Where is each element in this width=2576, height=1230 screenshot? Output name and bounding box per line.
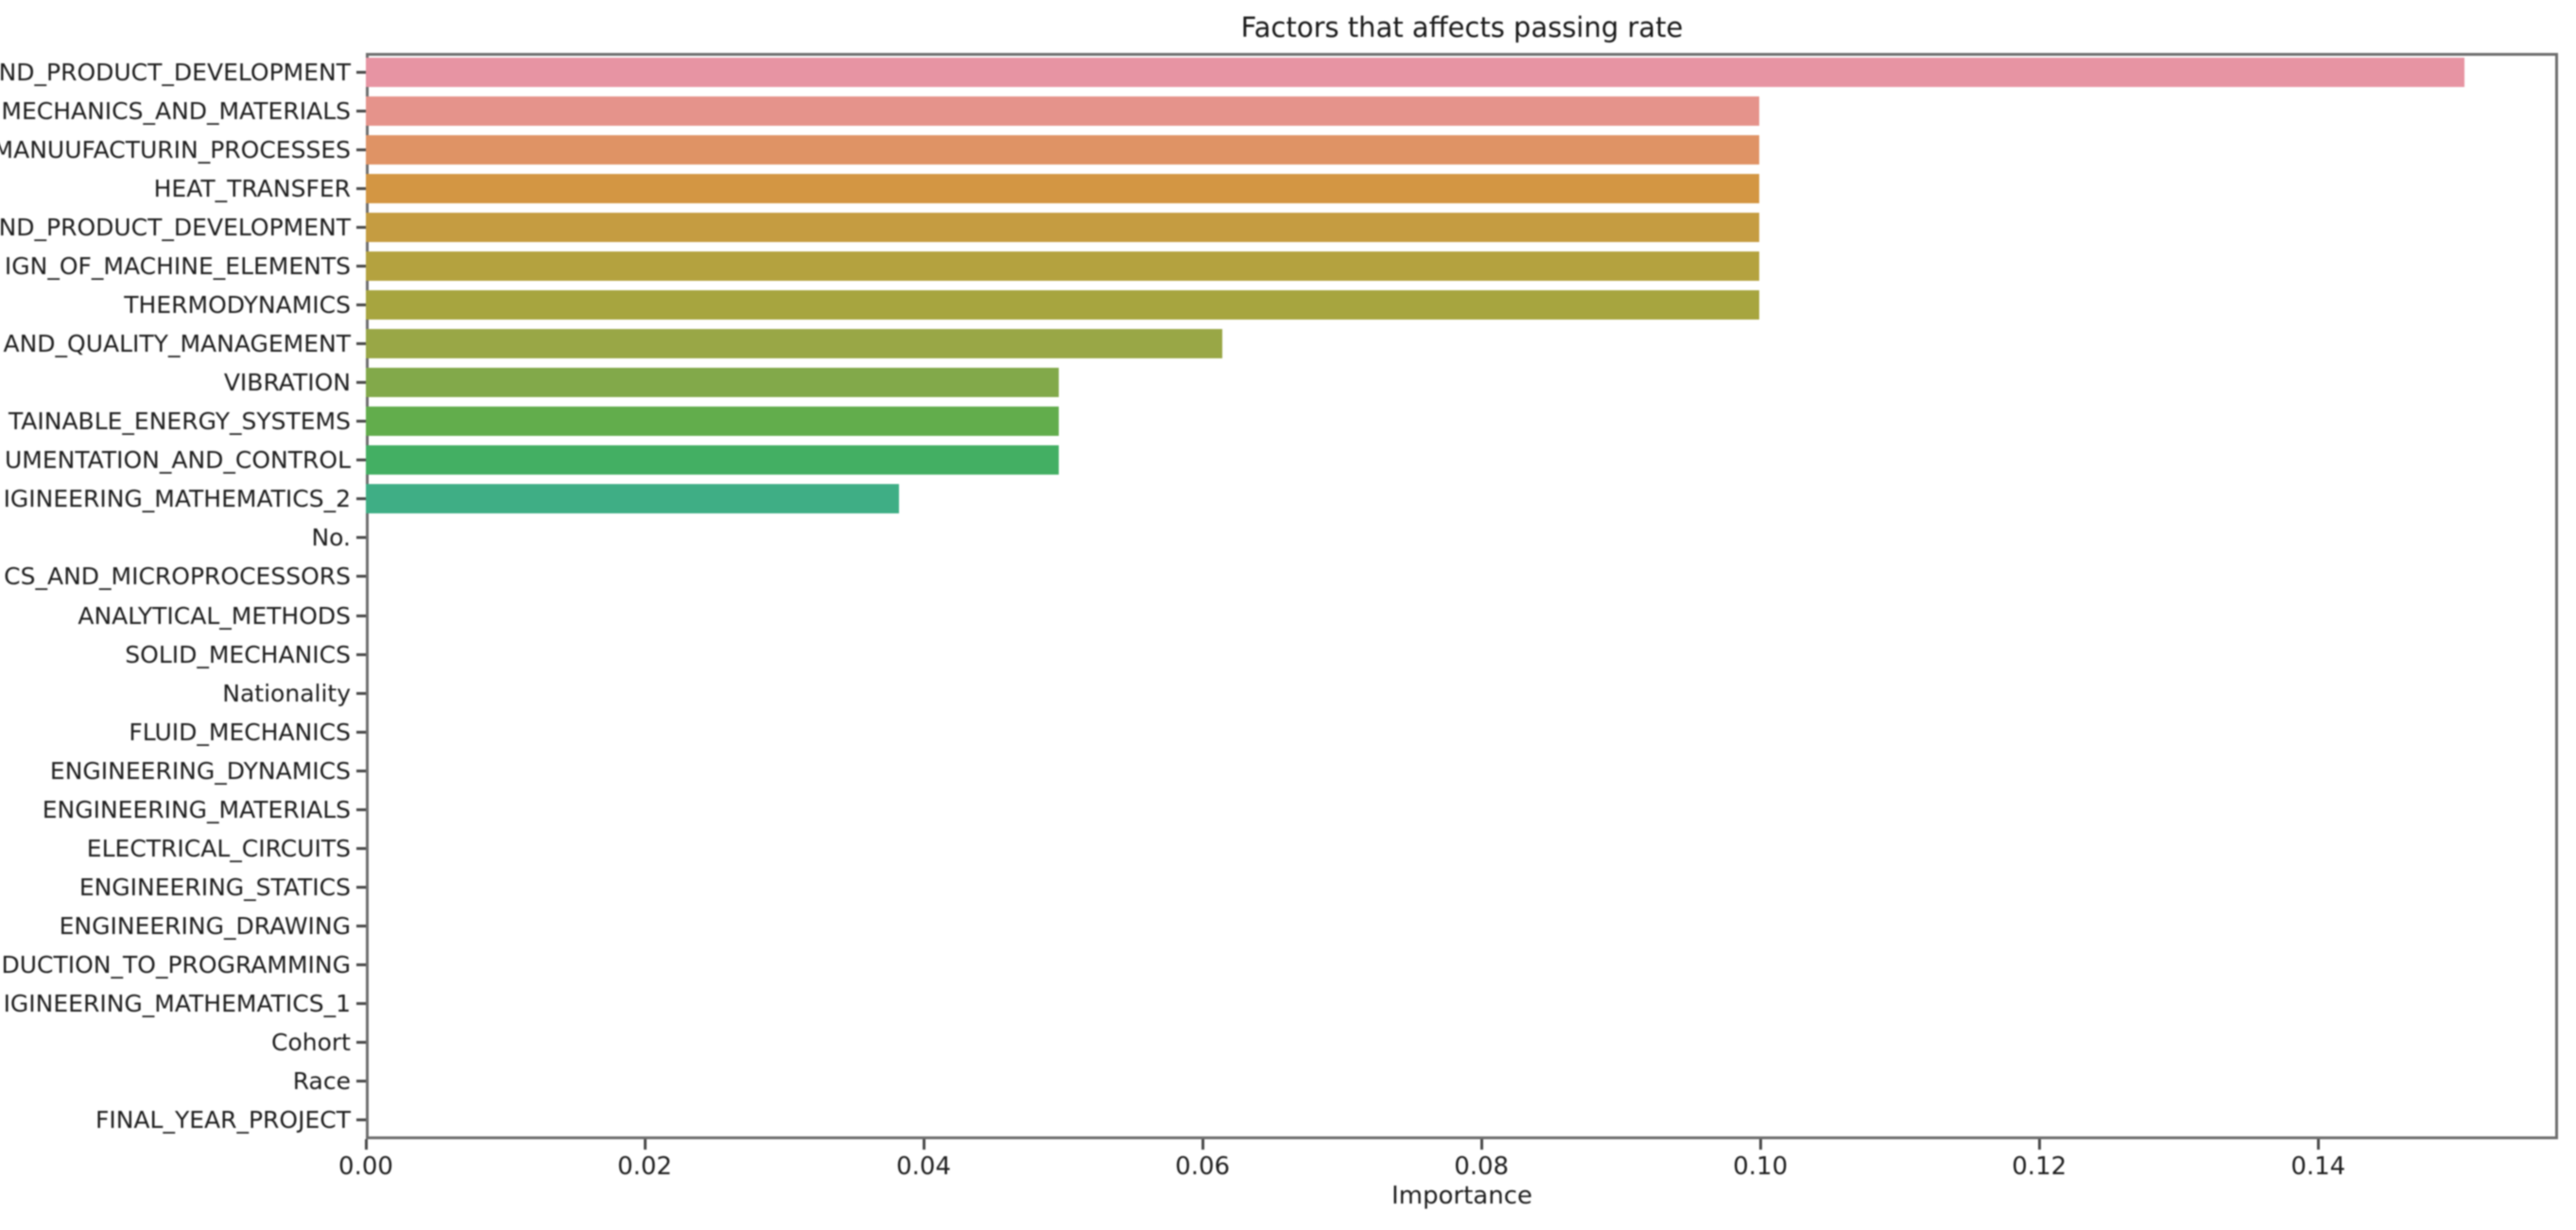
y-axis-label: Cohort (271, 1028, 351, 1056)
x-tick (1758, 1139, 1762, 1150)
y-axis-label: IGINEERING_MATHEMATICS_1 (3, 989, 351, 1017)
x-tick (922, 1139, 925, 1150)
y-axis-label: SOLID_MECHANICS (125, 640, 351, 668)
y-tick (356, 1040, 366, 1044)
x-tick-label: 0.08 (1454, 1152, 1510, 1181)
x-tick-label: 0.14 (2291, 1152, 2346, 1181)
y-tick (356, 497, 366, 501)
x-axis-title: Importance (1392, 1182, 1532, 1210)
y-axis-label: FINAL_YEAR_PROJECT (95, 1105, 351, 1134)
y-axis-label: ENGINEERING_MATERIALS (42, 795, 351, 823)
y-axis-label: HEAT_TRANSFER (153, 175, 351, 203)
y-axis-label: Nationality (222, 679, 351, 707)
y-axis-label: ND_PRODUCT_DEVELOPMENT (0, 59, 351, 86)
bar (366, 407, 1060, 437)
x-tick-label: 0.00 (338, 1152, 393, 1181)
bar (366, 484, 899, 514)
bar (366, 174, 1759, 204)
y-tick (356, 381, 366, 385)
x-tick-label: 0.10 (1733, 1152, 1789, 1181)
y-tick (356, 691, 366, 695)
y-tick (356, 1001, 366, 1005)
bar (366, 96, 1759, 127)
bar (366, 368, 1060, 398)
y-axis-label: THERMODYNAMICS (124, 291, 351, 320)
y-tick (356, 575, 366, 579)
chart-title: Factors that affects passing rate (1240, 11, 1684, 43)
y-axis-label: Race (292, 1066, 351, 1095)
y-tick (356, 807, 366, 811)
y-axis-label: ENGINEERING_STATICS (78, 873, 351, 901)
y-axis-label: ENGINEERING_DYNAMICS (49, 756, 351, 785)
y-axis-label: CS_AND_MICROPROCESSORS (4, 563, 351, 591)
y-axis-label: No. (311, 524, 351, 552)
y-axis-label: TAINABLE_ENERGY_SYSTEMS (8, 407, 351, 436)
y-tick (356, 148, 366, 152)
y-tick (356, 1117, 366, 1121)
x-tick (643, 1139, 647, 1150)
y-axis-label: ELECTRICAL_CIRCUITS (86, 834, 351, 862)
y-axis-label: DUCTION_TO_PROGRAMMING (1, 950, 351, 979)
x-tick (1479, 1139, 1483, 1150)
x-tick (2316, 1139, 2320, 1150)
x-tick-label: 0.06 (1175, 1152, 1231, 1181)
y-axis-label: UMENTATION_AND_CONTROL (4, 446, 351, 475)
y-tick (356, 536, 366, 540)
y-axis-label: ENGINEERING_DRAWING (59, 911, 351, 940)
y-axis-label: VIBRATION (223, 369, 351, 397)
bar (366, 213, 1759, 243)
y-tick (356, 226, 366, 230)
y-axis-label: ND_PRODUCT_DEVELOPMENT (0, 214, 351, 242)
y-axis-label: FLUID_MECHANICS (129, 718, 351, 746)
bar (366, 329, 1222, 359)
x-tick (1201, 1139, 1204, 1150)
y-axis-label: IGINEERING_MATHEMATICS_2 (3, 485, 351, 513)
y-axis-label: MANUUFACTURIN_PROCESSES (0, 136, 351, 165)
x-tick-label: 0.04 (896, 1152, 951, 1181)
bar (366, 290, 1759, 320)
x-tick-label: 0.02 (617, 1152, 672, 1181)
y-tick (356, 1079, 366, 1083)
y-tick (356, 303, 366, 307)
y-tick (356, 769, 366, 772)
x-tick (2037, 1139, 2041, 1150)
y-tick (356, 459, 366, 462)
bar (366, 58, 2465, 88)
y-tick (356, 71, 366, 75)
bar (366, 251, 1759, 282)
y-tick (356, 420, 366, 424)
bar (366, 445, 1060, 476)
y-tick (356, 652, 366, 656)
y-tick (356, 110, 366, 113)
y-tick (356, 885, 366, 889)
y-tick (356, 962, 366, 966)
y-tick (356, 342, 366, 346)
y-axis-label: AND_QUALITY_MANAGEMENT (3, 330, 351, 358)
y-axis-label: ANALYTICAL_METHODS (78, 601, 351, 630)
y-axis-label: MECHANICS_AND_MATERIALS (1, 97, 351, 126)
x-tick (364, 1139, 368, 1150)
y-tick (356, 265, 366, 269)
y-tick (356, 846, 366, 850)
y-tick (356, 730, 366, 734)
y-tick (356, 187, 366, 191)
bar (366, 135, 1759, 165)
x-tick-label: 0.12 (2012, 1152, 2067, 1181)
y-tick (356, 924, 366, 927)
y-axis-label: IGN_OF_MACHINE_ELEMENTS (4, 252, 351, 281)
y-tick (356, 614, 366, 617)
